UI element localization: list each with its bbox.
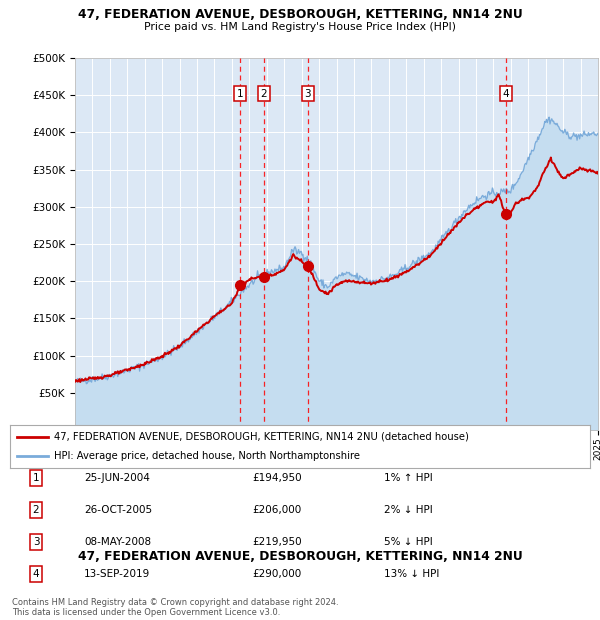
Text: 1% ↑ HPI: 1% ↑ HPI (384, 473, 433, 483)
Text: Contains HM Land Registry data © Crown copyright and database right 2024.
This d: Contains HM Land Registry data © Crown c… (12, 598, 338, 617)
Text: 08-MAY-2008: 08-MAY-2008 (84, 537, 151, 547)
Text: 13% ↓ HPI: 13% ↓ HPI (384, 569, 439, 579)
Text: 4: 4 (502, 89, 509, 99)
Text: 3: 3 (32, 537, 40, 547)
Text: 25-JUN-2004: 25-JUN-2004 (84, 473, 150, 483)
Text: £290,000: £290,000 (252, 569, 301, 579)
Text: 2: 2 (32, 505, 40, 515)
Text: £219,950: £219,950 (252, 537, 302, 547)
Text: £194,950: £194,950 (252, 473, 302, 483)
Text: 13-SEP-2019: 13-SEP-2019 (84, 569, 150, 579)
Text: £206,000: £206,000 (252, 505, 301, 515)
Text: 2: 2 (260, 89, 267, 99)
Text: HPI: Average price, detached house, North Northamptonshire: HPI: Average price, detached house, Nort… (53, 451, 359, 461)
Text: 4: 4 (32, 569, 40, 579)
Text: 5% ↓ HPI: 5% ↓ HPI (384, 537, 433, 547)
Text: 26-OCT-2005: 26-OCT-2005 (84, 505, 152, 515)
Text: 2% ↓ HPI: 2% ↓ HPI (384, 505, 433, 515)
Text: Price paid vs. HM Land Registry's House Price Index (HPI): Price paid vs. HM Land Registry's House … (144, 22, 456, 32)
Text: 47, FEDERATION AVENUE, DESBOROUGH, KETTERING, NN14 2NU (detached house): 47, FEDERATION AVENUE, DESBOROUGH, KETTE… (53, 432, 469, 441)
Text: 1: 1 (32, 473, 40, 483)
Text: 3: 3 (304, 89, 311, 99)
Text: 1: 1 (237, 89, 244, 99)
Text: 47, FEDERATION AVENUE, DESBOROUGH, KETTERING, NN14 2NU: 47, FEDERATION AVENUE, DESBOROUGH, KETTE… (77, 8, 523, 21)
Text: 47, FEDERATION AVENUE, DESBOROUGH, KETTERING, NN14 2NU: 47, FEDERATION AVENUE, DESBOROUGH, KETTE… (77, 550, 523, 563)
